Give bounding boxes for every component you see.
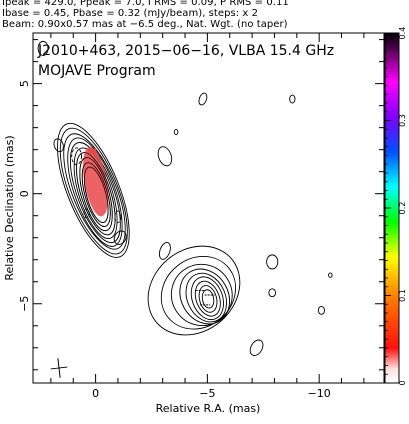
core-contour — [73, 147, 118, 240]
beam-marker-layer — [50, 358, 68, 378]
isolated-contour — [317, 305, 325, 315]
plot-title: J2010+463, 2015−06−16, VLBA 15.4 GHz — [37, 43, 334, 59]
polarization-fill — [88, 148, 96, 154]
core-contour — [81, 162, 111, 227]
header-line-2: Ibase = 0.45, Pbase = 0.32 (mJy/beam), s… — [2, 8, 258, 19]
colorbar-tick-label: 0 — [398, 380, 407, 385]
y-tick-label: −5 — [18, 296, 31, 312]
isolated-contour — [173, 128, 179, 136]
header-line-3: Beam: 0.90x0.57 mas at −6.5 deg., Nat. W… — [2, 19, 288, 30]
beam-minor-axis — [50, 366, 68, 370]
colorbar-tick-label: 0.3 — [398, 114, 407, 127]
contour-layer — [37, 40, 333, 356]
jet-contour — [170, 263, 233, 327]
jet-contour — [194, 280, 221, 317]
core-contour — [84, 166, 109, 223]
colorbar-ticks: 0 0.1 0.2 0.3 0.4 — [385, 27, 407, 386]
colorbar-tick-label: 0.4 — [398, 27, 407, 40]
jet-contour — [190, 276, 224, 321]
jet-contour — [198, 285, 218, 313]
isolated-contour — [53, 138, 64, 153]
isolated-contour — [158, 242, 171, 260]
y-axis-label: Relative Declination (mas) — [3, 135, 16, 280]
jet-contour — [147, 245, 241, 336]
core-contour — [59, 127, 128, 255]
y-tick-label: 0 — [18, 190, 31, 197]
polarization-fill — [83, 146, 109, 217]
negative-contour — [71, 147, 82, 166]
colorbar-tick-label: 0.1 — [398, 289, 407, 302]
plot-subtitle: MOJAVE Program — [38, 63, 156, 79]
isolated-contour — [289, 94, 296, 104]
isolated-contour — [266, 254, 279, 270]
plot-frame — [32, 32, 385, 384]
y-tick-label: 5 — [18, 80, 31, 87]
isolated-contour — [113, 230, 127, 245]
header-line-1: Ipeak = 429.0, Ppeak = 7.0, I RMS = 0.09… — [2, 0, 289, 8]
isolated-contour — [249, 339, 264, 356]
x-tick-label: −5 — [199, 387, 215, 400]
isolated-contour — [198, 92, 208, 106]
x-axis-label: Relative R.A. (mas) — [156, 402, 261, 415]
x-tick-label: −10 — [308, 387, 331, 400]
core-contour — [76, 152, 116, 236]
isolated-contour — [268, 288, 277, 298]
jet-contour — [185, 272, 227, 323]
negative-contour — [83, 208, 90, 219]
jet-contour — [179, 268, 231, 325]
isolated-contour — [37, 40, 49, 56]
x-tick-label: 0 — [92, 387, 99, 400]
core-contour — [79, 157, 113, 232]
jet-contour — [201, 289, 215, 309]
core-contour — [63, 133, 126, 250]
isolated-contour — [157, 146, 173, 167]
colorbar-tick-label: 0.2 — [398, 202, 407, 215]
core-contour — [67, 137, 123, 247]
negative-contour — [114, 210, 122, 223]
jet-contour — [160, 256, 237, 330]
isolated-contour — [328, 272, 333, 278]
core-contour — [69, 142, 121, 244]
axis-ticks: 0 −5 −10 5 0 −5 — [18, 33, 384, 400]
core-contour — [57, 122, 130, 258]
